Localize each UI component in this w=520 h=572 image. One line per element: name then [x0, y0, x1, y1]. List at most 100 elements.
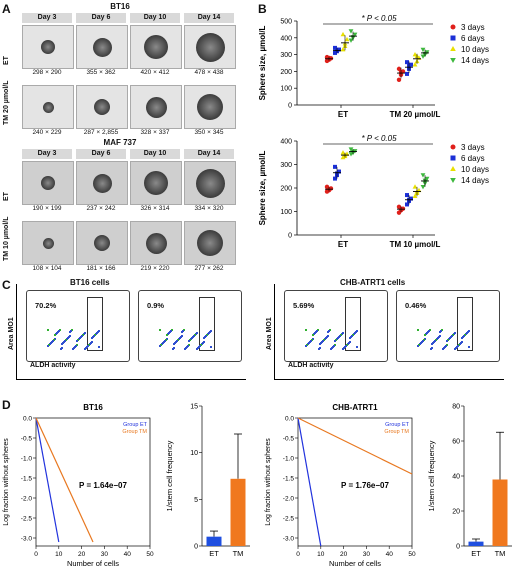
bt16-cells-xlabel: ALDH activity — [30, 362, 76, 369]
y-tick-label: -2.5 — [283, 516, 295, 523]
size-label: 277 × 262 — [194, 265, 224, 272]
day-header: Day 14 — [184, 13, 234, 23]
cell-event — [205, 335, 207, 337]
cell-event — [468, 330, 470, 332]
cell-event — [453, 333, 455, 335]
legend-label: 10 days — [461, 45, 489, 54]
cell-event — [80, 336, 82, 338]
grid-title: BT16 — [110, 2, 130, 11]
cell-event — [431, 343, 433, 345]
cell-event — [461, 337, 463, 339]
cell-event — [178, 338, 180, 340]
panel-c-letter: C — [2, 278, 11, 292]
cell-event — [176, 340, 178, 342]
cell-event — [447, 339, 449, 341]
flow-plot: 70.2% — [26, 290, 130, 362]
y-tick-label: 400 — [280, 35, 292, 42]
cell-event — [81, 335, 83, 337]
legend-label: 14 days — [461, 176, 489, 185]
micrograph-image — [76, 221, 128, 265]
cell-event — [87, 345, 89, 347]
category-label: ET — [471, 549, 481, 558]
sphere-shape — [92, 37, 112, 57]
cell-event — [426, 332, 428, 334]
cell-event — [50, 342, 52, 344]
cell-event — [342, 332, 344, 334]
cell-event — [349, 337, 351, 339]
cell-event — [343, 347, 345, 349]
data-point — [412, 184, 418, 189]
cell-event — [64, 340, 66, 342]
y-tick-label: 100 — [280, 209, 292, 216]
cell-event — [326, 336, 328, 338]
cell-event — [465, 333, 467, 335]
legend-label: 14 days — [461, 56, 489, 65]
y-tick-label: -1.0 — [283, 456, 295, 463]
sphere-shape — [197, 94, 223, 120]
cell-event — [57, 331, 59, 333]
cell-event — [455, 347, 457, 349]
category-label: ET — [209, 549, 219, 558]
legend-marker — [450, 178, 456, 183]
x-tick-label: 10 — [317, 551, 325, 558]
series-line — [297, 417, 413, 475]
cell-event — [67, 337, 69, 339]
y-tick-label: 5 — [194, 497, 198, 504]
sphere-shape — [144, 171, 168, 195]
y-axis-label: Sphere size, µmol/L — [258, 25, 267, 100]
cell-event — [188, 340, 190, 342]
cell-event — [322, 340, 324, 342]
y-tick-label: -1.5 — [283, 476, 295, 483]
cell-event — [425, 333, 427, 335]
cell-event — [188, 344, 190, 346]
data-point — [348, 147, 354, 152]
cell-event — [70, 330, 72, 332]
data-point — [412, 193, 418, 199]
cell-event — [195, 333, 197, 335]
cell-event — [85, 347, 87, 349]
row-label: ET — [3, 56, 10, 65]
data-point — [412, 62, 418, 67]
cell-event — [84, 348, 86, 350]
cell-event — [309, 341, 311, 343]
cell-event — [175, 341, 177, 343]
cell-event — [97, 331, 99, 333]
cell-event — [345, 345, 347, 347]
legend-label: Group ET — [385, 422, 409, 428]
cell-event — [181, 331, 183, 333]
cell-event — [344, 346, 346, 348]
x-tick-label: 30 — [101, 551, 109, 558]
cell-event — [436, 338, 438, 340]
gate-box — [87, 297, 103, 351]
y-tick-label: 400 — [280, 139, 292, 146]
cell-event — [312, 334, 314, 336]
cell-event — [327, 331, 329, 333]
cell-event — [68, 336, 70, 338]
y-tick-label: -0.5 — [283, 436, 295, 443]
sphere-shape — [42, 237, 54, 249]
cell-event — [356, 346, 358, 348]
cell-event — [47, 345, 49, 347]
cell-event — [351, 335, 353, 337]
sphere-shape — [145, 232, 167, 254]
cell-event — [183, 329, 185, 331]
sphere-shape — [41, 176, 55, 190]
cell-event — [335, 339, 337, 341]
y-tick-label: 200 — [280, 186, 292, 193]
bar — [206, 536, 222, 546]
size-label: 181 × 166 — [86, 265, 116, 272]
cell-event — [196, 332, 198, 334]
size-label: 108 × 104 — [32, 265, 62, 272]
gate-box — [345, 297, 361, 351]
cell-event — [173, 343, 175, 345]
panel-c-flow-cytometry: BT16 cells Area MO1 ALDH activity 70.2% 0.9%… — [0, 278, 520, 388]
size-label: 240 × 229 — [32, 129, 62, 136]
x-tick-label: 20 — [340, 551, 348, 558]
cell-event — [95, 333, 97, 335]
stem-frequency-bar-bt16: 0 5 10 15 1/stem cell frequency ET TM — [165, 404, 250, 558]
cell-event — [318, 348, 320, 350]
data-point — [420, 47, 426, 53]
cell-event — [185, 347, 187, 349]
y-axis-label: Log fraction without spheres — [3, 438, 10, 526]
legend-label: 3 days — [461, 143, 485, 152]
